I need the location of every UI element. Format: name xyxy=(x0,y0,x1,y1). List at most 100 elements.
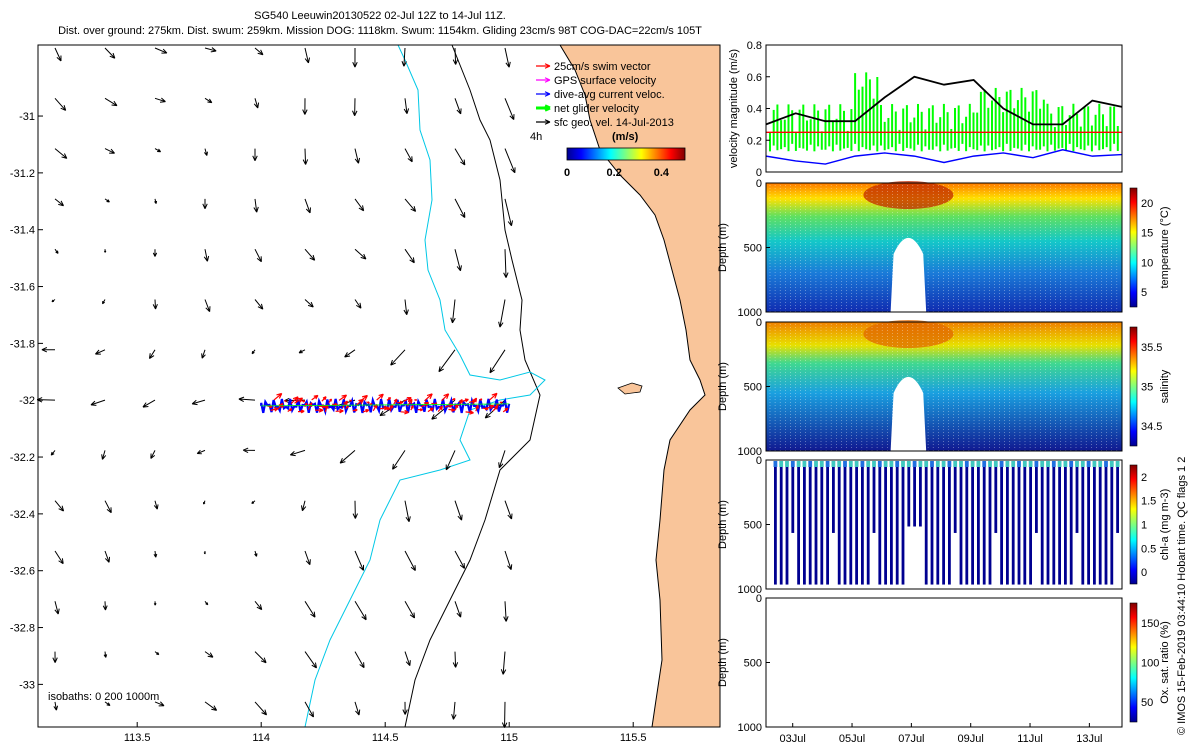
section-colorbar xyxy=(1129,464,1138,585)
velocity-arrow xyxy=(345,405,349,410)
section-colorbar xyxy=(1129,602,1138,723)
chl-surface-value xyxy=(970,461,975,467)
section-ytick-label: 1000 xyxy=(738,722,762,734)
velocity-arrow xyxy=(254,600,263,611)
chl-surface-value xyxy=(848,461,853,467)
chl-profile xyxy=(913,462,916,527)
chl-profile xyxy=(953,462,957,533)
velocity-arrow xyxy=(454,601,462,618)
chl-profile xyxy=(1046,462,1050,585)
map-xtick-label: 114 xyxy=(252,732,270,744)
chl-surface-value xyxy=(912,461,917,467)
velocity-arrow xyxy=(492,405,499,412)
velocity-arrow xyxy=(354,299,362,309)
chl-surface-value xyxy=(993,461,998,467)
legend-entry: net glider velocity xyxy=(554,103,639,115)
section-colorbar-tick: 100 xyxy=(1141,658,1159,670)
velocity-arrow xyxy=(536,91,551,97)
chl-surface-value xyxy=(947,461,952,467)
velocity-arrow xyxy=(465,410,474,415)
section-field xyxy=(766,322,1122,451)
velocity-arrow xyxy=(154,651,160,656)
oxygen-section: 0 500 1000 Depth (m) 50 100 150 Ox. sat. ratio … xyxy=(717,593,1171,745)
velocity-arrow xyxy=(304,248,316,261)
velocity-arrow xyxy=(287,408,293,413)
chl-profile xyxy=(884,462,887,585)
velocity-arrow xyxy=(242,447,256,453)
velocity-arrow xyxy=(451,701,457,720)
velocity-arrow xyxy=(502,407,509,413)
section-ylabel: Depth (m) xyxy=(717,638,729,687)
chl-surface-value xyxy=(953,461,958,467)
velocity-arrow xyxy=(441,393,450,402)
chl-profile xyxy=(866,462,870,585)
chl-surface-value xyxy=(930,461,934,467)
chl-surface-value xyxy=(1098,461,1103,467)
velocity-arrow xyxy=(204,47,217,53)
velocity-arrow xyxy=(536,119,551,125)
velocity-ytick-label: 0.2 xyxy=(747,135,762,147)
chl-profile xyxy=(1087,462,1090,585)
velocity-arrow xyxy=(254,299,264,310)
chl-surface-value xyxy=(941,461,946,467)
chl-profile xyxy=(890,462,893,585)
chl-surface-value xyxy=(999,461,1004,467)
chl-surface-value xyxy=(825,461,830,467)
velocity-arrow xyxy=(454,550,466,569)
velocity-arrow xyxy=(450,299,456,324)
date-tick-label: 03Jul xyxy=(780,733,806,745)
chl-profile xyxy=(994,462,998,533)
map-xtick-label: 115 xyxy=(500,732,518,744)
chl-profile xyxy=(1052,462,1056,585)
chl-surface-value xyxy=(854,461,859,467)
velocity-arrow xyxy=(204,651,214,658)
velocity-arrow xyxy=(352,408,358,412)
velocity-arrow xyxy=(104,701,111,707)
map-ytick-label: -31.2 xyxy=(10,168,35,180)
velocity-arrow xyxy=(153,550,158,558)
chl-profile xyxy=(843,462,847,585)
chl-surface-value xyxy=(1011,461,1016,467)
map-ytick-label: -32.2 xyxy=(10,452,35,464)
velocity-ytick-label: 0 xyxy=(756,167,762,179)
velocity-arrow xyxy=(536,77,551,83)
chl-surface-value xyxy=(976,461,981,467)
velocity-arrow xyxy=(254,248,262,263)
plot-title-line1: SG540 Leeuwin20130522 02-Jul 12Z to 14-J… xyxy=(254,10,506,22)
velocity-arrow xyxy=(41,347,56,353)
velocity-arrow xyxy=(454,404,459,411)
chl-surface-value xyxy=(779,461,784,467)
velocity-arrow xyxy=(304,198,311,214)
velocity-arrow xyxy=(101,299,106,305)
velocity-arrow xyxy=(485,404,495,410)
velocity-arrow xyxy=(401,47,407,67)
velocity-arrow xyxy=(273,392,283,401)
isobath-1000m xyxy=(404,44,541,728)
chl-surface-value xyxy=(1092,461,1097,467)
velocity-arrow xyxy=(352,500,358,519)
chl-profile xyxy=(872,462,876,533)
velocity-arrow xyxy=(196,449,206,455)
section-ytick-label: 1000 xyxy=(738,446,762,458)
section-colorbar xyxy=(1129,187,1138,308)
chl-surface-value xyxy=(1080,461,1085,467)
velocity-arrow xyxy=(104,97,118,107)
chl-profile xyxy=(1104,462,1108,585)
chl-surface-value xyxy=(866,461,871,467)
chl-profile xyxy=(820,462,824,585)
chl-surface-value xyxy=(785,461,789,467)
section-field xyxy=(766,183,1122,312)
velocity-arrow xyxy=(302,148,309,165)
chl-profile xyxy=(808,462,812,585)
velocity-arrow xyxy=(404,601,416,619)
velocity-arrow xyxy=(290,396,299,405)
colorbar-ticks: 0 0.2 0.4 xyxy=(564,167,670,179)
section-colorbar-label: temperature (°C) xyxy=(1159,206,1171,288)
velocity-arrow xyxy=(104,148,115,154)
chl-surface-value xyxy=(802,461,807,467)
velocity-arrow xyxy=(354,148,361,164)
chl-profile xyxy=(832,462,835,533)
velocity-arrow xyxy=(504,198,514,227)
velocity-arrow xyxy=(54,47,62,62)
